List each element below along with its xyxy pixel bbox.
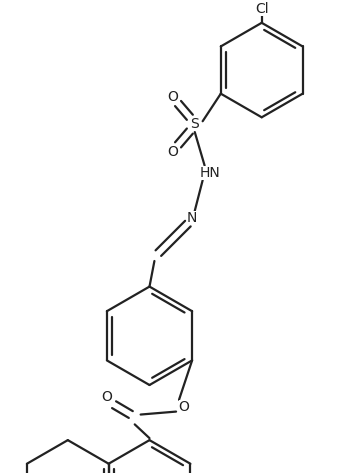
- Text: N: N: [187, 210, 197, 225]
- Text: O: O: [168, 90, 179, 104]
- Text: O: O: [178, 400, 190, 414]
- Text: HN: HN: [200, 166, 221, 181]
- Text: S: S: [190, 117, 199, 131]
- Text: O: O: [102, 390, 113, 404]
- Text: Cl: Cl: [255, 2, 269, 16]
- Text: O: O: [168, 145, 179, 159]
